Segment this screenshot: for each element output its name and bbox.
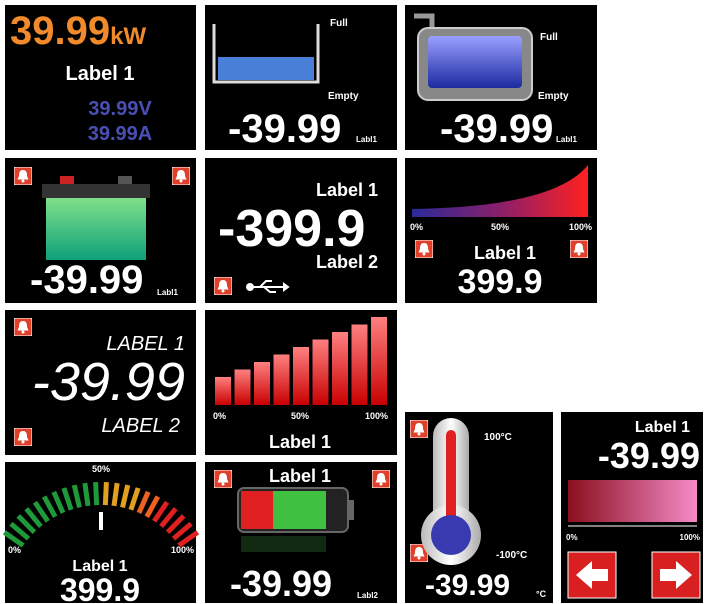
scale-label: 100% [680, 533, 700, 542]
label-top: Label 1 [316, 180, 378, 200]
unit-label: Labl1 [356, 135, 377, 144]
power-unit: kW [110, 23, 146, 50]
bar-segment [352, 325, 368, 406]
battery-red [241, 491, 273, 529]
scale-label: 100% [171, 545, 194, 555]
thermo-core [431, 515, 471, 555]
tank-fill [428, 36, 522, 88]
widget-gallery: 39.99kW Label 1 39.99V 39.99A Full Empty… [0, 0, 706, 604]
alarm-icon [14, 428, 32, 446]
alarm-icon [415, 240, 433, 258]
reflection [241, 536, 326, 552]
terminal [348, 500, 354, 520]
value: -39.99 [440, 107, 553, 151]
empty-label: Empty [328, 91, 359, 102]
gauge-segment [105, 482, 106, 505]
full-label: Full [330, 18, 348, 29]
alarm-icon [214, 277, 232, 295]
power-value: 39.99 [10, 9, 110, 53]
current: 39.99A [88, 123, 153, 145]
value: 399.9 [60, 572, 140, 604]
gauge-segment [85, 483, 88, 506]
alarm-icon [214, 470, 232, 488]
value: -39.99 [598, 435, 700, 476]
label-bottom: Label 2 [316, 252, 378, 272]
unit-label: °C [536, 589, 547, 599]
unit-label: Labl2 [357, 591, 378, 600]
value: -39.99 [228, 107, 341, 151]
battery-top [42, 184, 150, 198]
bar-segment [371, 317, 387, 405]
terminal [118, 176, 132, 184]
left-button[interactable] [568, 552, 616, 598]
bar-segment [293, 347, 309, 405]
bar-segment [215, 377, 231, 405]
label: Label 1 [269, 432, 331, 452]
label: Label 1 [474, 243, 536, 263]
min-label: -100°C [496, 550, 527, 561]
empty-label: Empty [538, 91, 569, 102]
gradient-bar [568, 480, 697, 522]
scale-label: 100% [365, 411, 388, 421]
label: Label 1 [635, 419, 690, 436]
alarm-icon [570, 240, 588, 258]
unit-label: Labl1 [157, 288, 178, 297]
max-label: 100°C [484, 432, 512, 443]
battery-body [46, 198, 146, 260]
unit-label: Labl1 [556, 135, 577, 144]
value: -399.9 [218, 200, 365, 258]
alarm-icon [172, 167, 190, 185]
gauge-segment [96, 482, 97, 505]
value: -39.99 [30, 258, 143, 302]
label: Label 1 [66, 63, 135, 85]
tank-fill [218, 57, 314, 80]
gauge-segment [114, 483, 117, 506]
bar-segment [313, 340, 329, 406]
value: -39.99 [32, 352, 185, 412]
value: -39.99 [425, 569, 510, 602]
scale-label: 50% [291, 411, 309, 421]
alarm-icon [372, 470, 390, 488]
scale-label: 0% [410, 222, 423, 232]
bar-segment [332, 332, 348, 405]
bar-segment [274, 355, 290, 406]
value: 399.9 [457, 263, 542, 301]
label: Label 1 [269, 466, 331, 486]
scale-label: 0% [566, 533, 578, 542]
scale-label: 0% [8, 545, 21, 555]
terminal [60, 176, 74, 184]
alarm-icon [14, 167, 32, 185]
voltage: 39.99V [88, 98, 152, 120]
label-bottom: LABEL 2 [101, 415, 180, 437]
alarm-icon [410, 420, 428, 438]
bar-segment [254, 362, 270, 405]
scale-label: 50% [92, 464, 110, 474]
alarm-icon [14, 318, 32, 336]
full-label: Full [540, 32, 558, 43]
scale-label: 50% [491, 222, 509, 232]
scale-label: 0% [213, 411, 226, 421]
scale-label: 100% [569, 222, 592, 232]
battery-green [273, 491, 326, 529]
right-button[interactable] [652, 552, 700, 598]
bar-segment [235, 370, 251, 406]
value: -39.99 [230, 563, 332, 604]
